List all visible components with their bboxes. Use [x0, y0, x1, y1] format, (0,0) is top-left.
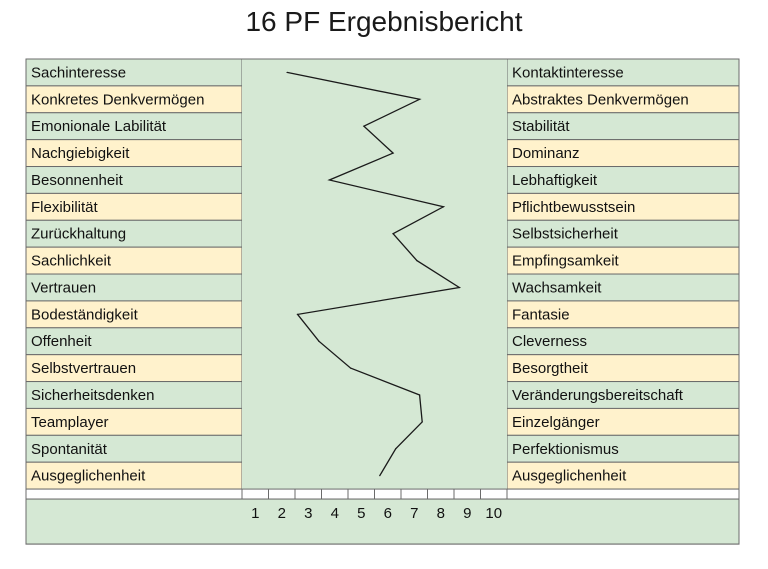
- left-row-cell: [25, 85, 243, 114]
- left-row-cell: [25, 461, 243, 490]
- page-title: 16 PF Ergebnisbericht: [245, 6, 523, 37]
- scale-tick-label: 9: [463, 505, 471, 522]
- profile-point: [379, 475, 381, 477]
- right-trait-label: Lebhaftigkeit: [512, 172, 598, 189]
- left-row-cell: [25, 58, 243, 87]
- right-trait-label: Veränderungsbereitschaft: [512, 387, 684, 404]
- scale-tick-label: 10: [485, 505, 502, 522]
- right-row-cell: [506, 434, 740, 463]
- right-trait-label: Kontaktinteresse: [512, 64, 624, 81]
- right-trait-label: Stabilität: [512, 118, 570, 135]
- left-trait-label: Offenheit: [31, 333, 92, 350]
- right-trait-label: Besorgtheit: [512, 360, 589, 377]
- profile-point: [392, 152, 394, 154]
- profile-point: [350, 367, 352, 369]
- left-trait-label: Vertrauen: [31, 279, 96, 296]
- right-trait-label: Ausgeglichenheit: [512, 468, 627, 485]
- profile-point: [421, 421, 423, 423]
- blank-strip: [25, 488, 740, 500]
- scale-tick-label: 4: [331, 505, 339, 522]
- right-trait-label: Pflichtbewusstsein: [512, 199, 635, 216]
- profile-point: [286, 71, 288, 74]
- right-trait-label: Empfingsamkeit: [512, 253, 620, 270]
- profile-point: [418, 394, 421, 396]
- left-trait-label: Nachgiebigkeit: [31, 145, 130, 162]
- left-row-cell: [25, 354, 243, 383]
- right-row-cell: [506, 273, 740, 302]
- left-trait-label: Ausgeglichenheit: [31, 468, 146, 485]
- profile-point: [395, 448, 397, 450]
- scale-tick-label: 8: [437, 505, 445, 522]
- profile-point: [328, 179, 331, 181]
- left-trait-label: Selbstvertrauen: [31, 360, 136, 377]
- right-row-cell: [506, 246, 740, 275]
- scale-tick-label: 1: [251, 505, 259, 522]
- profile-point: [418, 98, 421, 100]
- profile-point: [458, 286, 460, 289]
- profile-point: [442, 206, 444, 208]
- right-row-cell: [506, 219, 740, 248]
- profile-point: [392, 233, 394, 235]
- right-trait-label: Fantasie: [512, 306, 570, 323]
- left-trait-label: Konkretes Denkvermögen: [31, 91, 204, 108]
- right-trait-label: Einzelgänger: [512, 414, 600, 431]
- left-trait-label: Bodeständigkeit: [31, 306, 139, 323]
- profile-point: [416, 260, 418, 262]
- right-trait-label: Selbstsicherheit: [512, 226, 619, 243]
- right-trait-label: Wachsamkeit: [512, 279, 602, 296]
- scale-tick-label: 7: [410, 505, 418, 522]
- right-row-cell: [506, 354, 740, 383]
- left-row-cell: [25, 434, 243, 463]
- profile-line: [286, 71, 462, 476]
- right-trait-label: Abstraktes Denkvermögen: [512, 91, 689, 108]
- right-row-cell: [506, 381, 740, 409]
- left-trait-label: Zurückhaltung: [31, 226, 126, 243]
- left-trait-label: Emonionale Labilität: [31, 118, 167, 135]
- scale-tick-label: 5: [357, 505, 365, 522]
- scale-tick-label: 2: [278, 505, 286, 522]
- left-trait-label: Teamplayer: [31, 414, 109, 431]
- left-trait-label: Sachlichkeit: [31, 253, 112, 270]
- right-trait-label: Perfektionismus: [512, 441, 619, 458]
- right-trait-label: Dominanz: [512, 145, 580, 162]
- profile-point: [297, 313, 299, 315]
- left-trait-label: Sachinteresse: [31, 64, 126, 81]
- chart-frame: [25, 58, 740, 545]
- profile-area: [242, 59, 507, 490]
- left-trait-label: Besonnenheit: [31, 172, 124, 189]
- right-trait-label: Cleverness: [512, 333, 587, 350]
- right-row-cell: [506, 327, 740, 356]
- left-trait-label: Spontanität: [31, 441, 108, 458]
- scale-tick-label: 3: [304, 505, 312, 522]
- profile-point: [318, 340, 320, 342]
- scale-band: [25, 498, 740, 545]
- left-trait-label: Flexibilität: [31, 199, 99, 216]
- left-trait-label: Sicherheitsdenken: [31, 387, 154, 404]
- left-row-cell: [25, 246, 243, 275]
- right-row-cell: [506, 192, 740, 221]
- scale-tick-label: 6: [384, 505, 392, 522]
- profile-point: [363, 125, 365, 127]
- left-row-cell: [25, 327, 243, 356]
- left-row-cell: [25, 273, 243, 302]
- left-row-cell: [25, 381, 243, 409]
